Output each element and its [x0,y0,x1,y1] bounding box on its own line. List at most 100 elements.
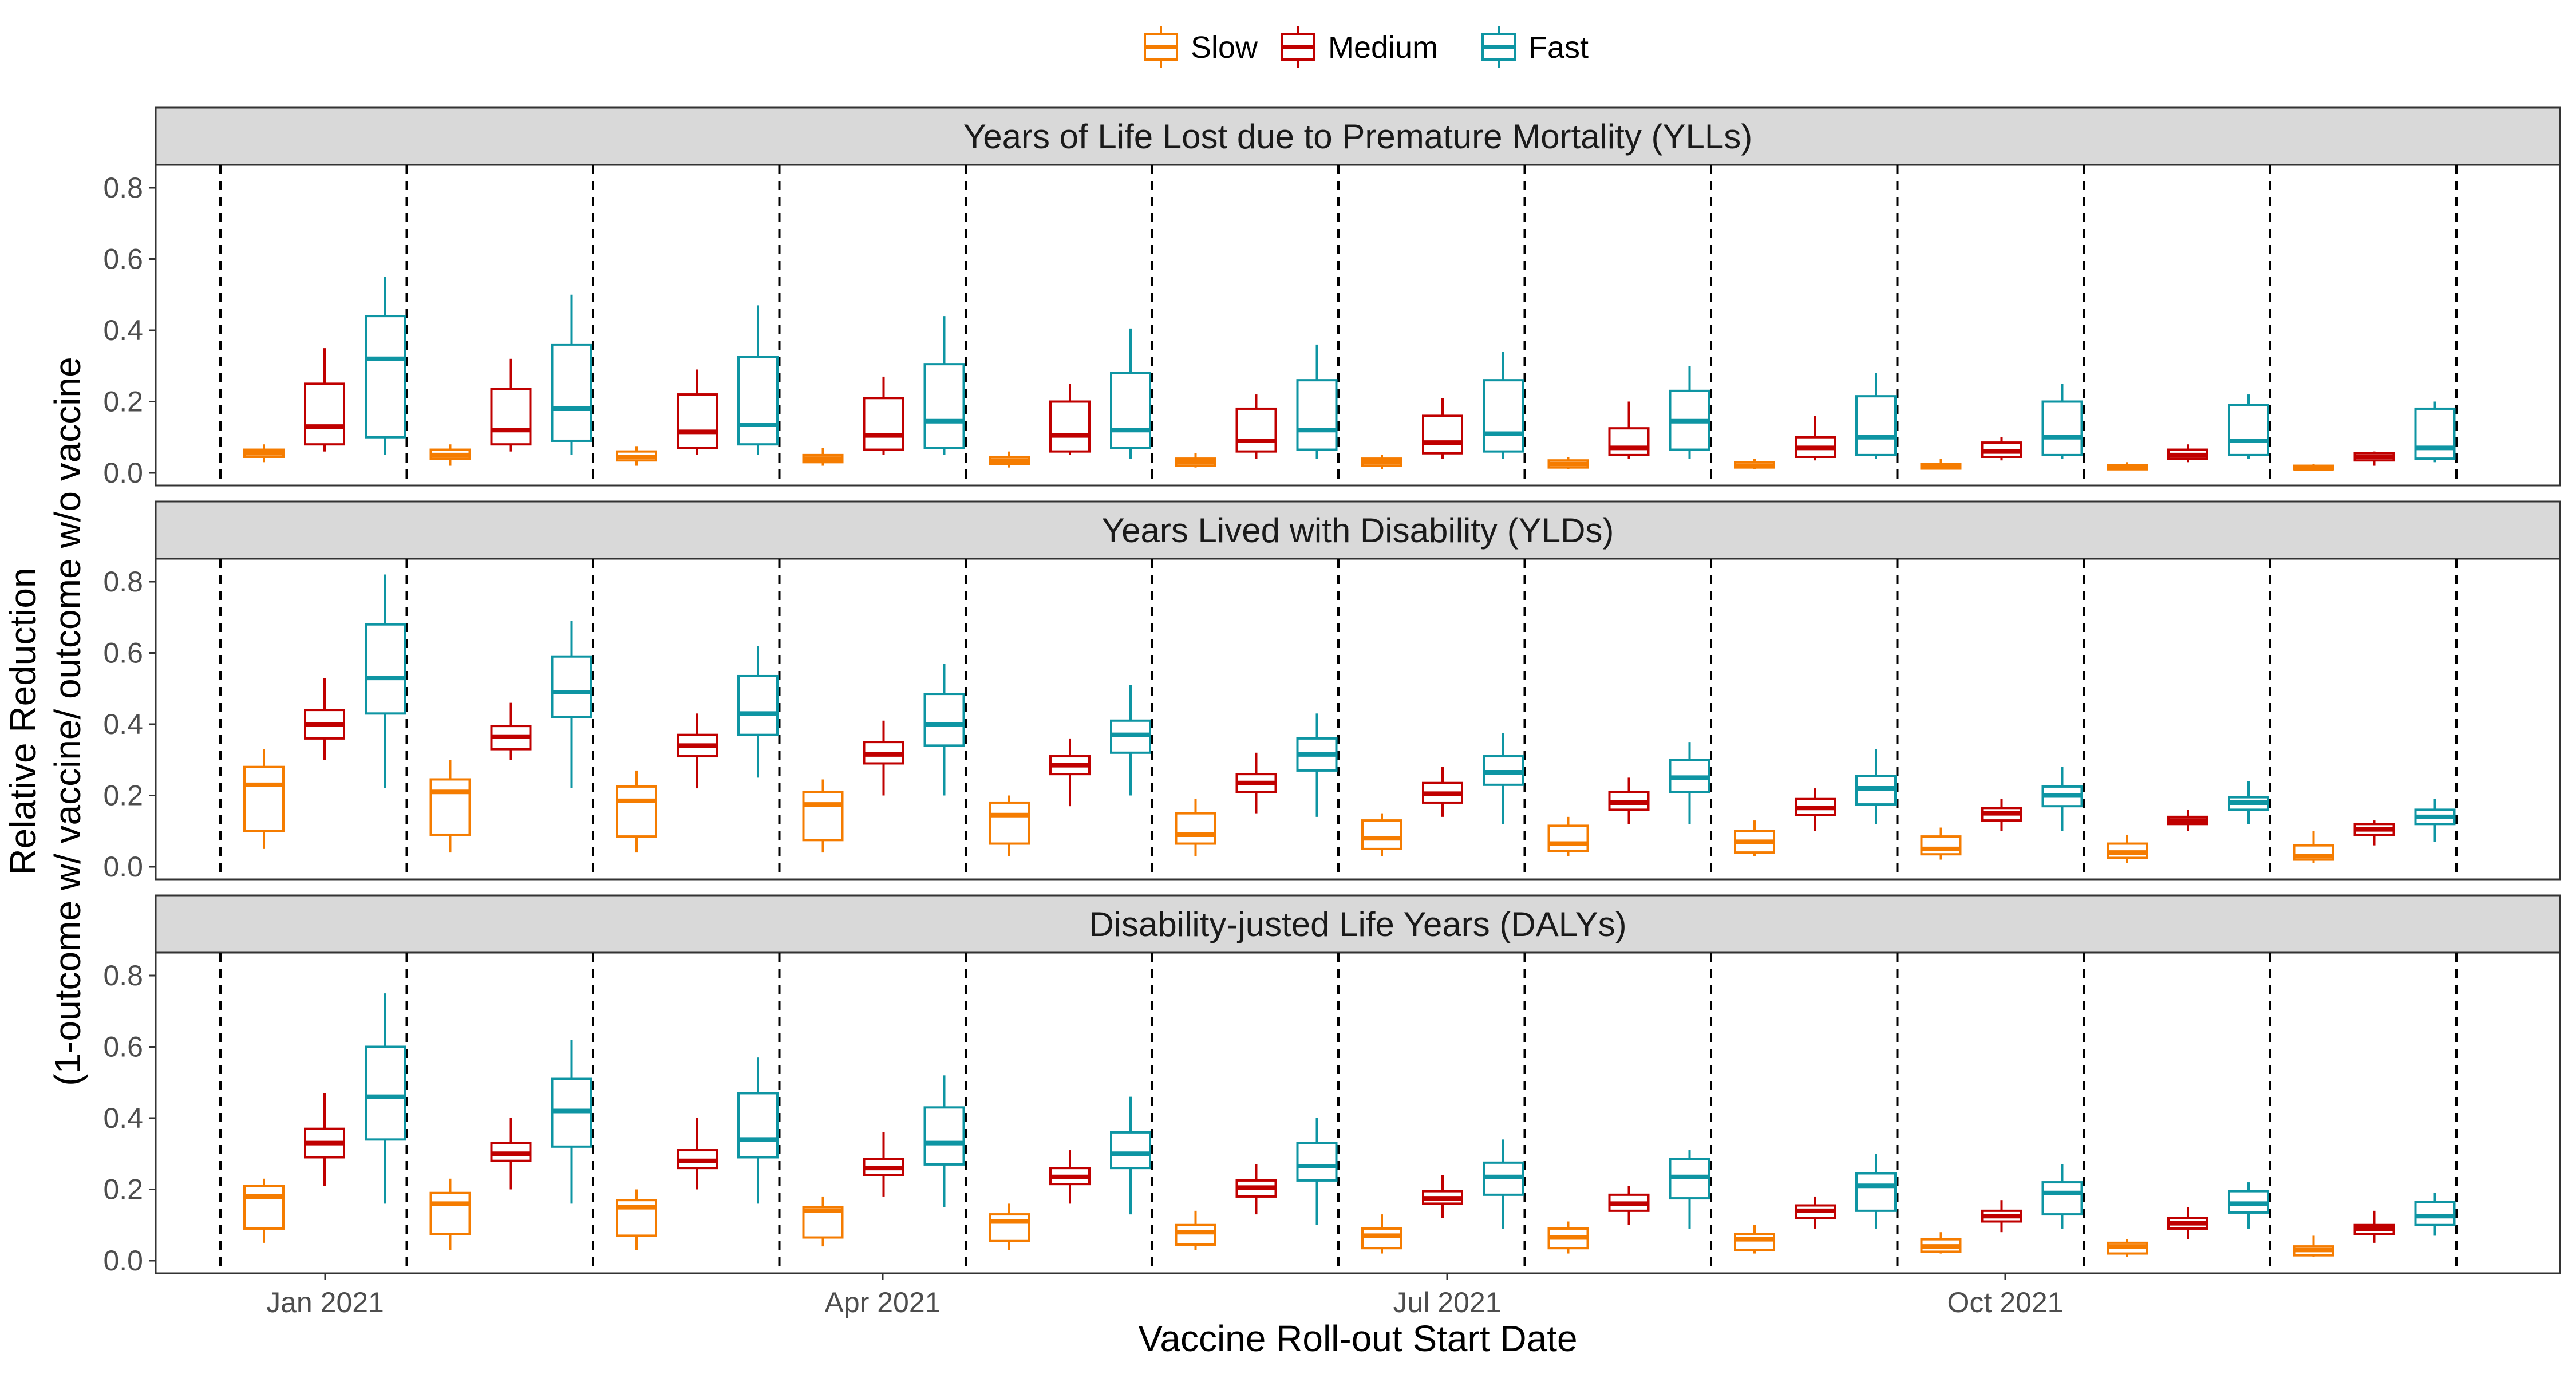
box-fast [737,305,779,455]
box-fast [365,574,406,789]
box-slow [1175,453,1216,468]
box-iqr [1855,395,1897,456]
box-iqr [802,791,844,842]
box-slow [1175,799,1216,856]
x-tick-label: Jul 2021 [1393,1286,1501,1318]
box-medium [490,358,532,452]
box-iqr [923,363,965,449]
box-fast [551,621,592,789]
y-tick-label: 0.8 [103,960,143,992]
box-slow [2293,1235,2334,1257]
legend: Slow Medium Fast [1144,26,1589,68]
box-medium [490,702,532,760]
box-fast [1669,366,1710,459]
y-tick-label: 0.2 [103,386,143,418]
box-iqr [1296,1142,1338,1182]
box-iqr [989,1213,1030,1242]
y-tick-label: 0.0 [103,1245,143,1277]
box-medium [1235,752,1277,814]
box-fast [923,316,965,455]
y-tick-label: 0.4 [103,1102,143,1134]
box-iqr [1734,1233,1775,1251]
box-iqr [1175,1223,1216,1246]
box-iqr [551,655,592,718]
box-fast [923,1075,965,1207]
legend-item-fast: Fast [1481,26,1589,68]
box-iqr [1175,812,1216,845]
box-medium [1422,398,1463,459]
box-iqr [2041,1181,2083,1216]
box-slow [1175,1210,1216,1250]
box-iqr [551,343,592,442]
box-fast [2414,799,2456,842]
box-slow [1734,1225,1775,1254]
box-iqr [243,765,285,832]
box-medium [1795,416,1836,461]
box-slow [2107,1239,2148,1257]
box-iqr [989,801,1030,845]
box-medium [1049,1150,1091,1204]
box-iqr [737,356,779,446]
box-iqr [923,1106,965,1166]
y-tick-label: 0.8 [103,172,143,204]
y-axis-title-line1: Relative Reduction [2,567,44,875]
box-slow [243,749,285,849]
box-iqr [737,674,779,736]
y-tick-label: 0.6 [103,1031,143,1063]
legend-item-medium: Medium [1281,26,1438,68]
box-fast [737,646,779,778]
facet-panel-1: Years of Life Lost due to Premature Mort… [103,106,2561,489]
box-slow [2293,831,2334,863]
box-slow [802,1196,844,1247]
box-slow [802,779,844,853]
box-iqr [1361,1227,1402,1250]
facet-panel-3: Disability-justed Life Years (DALYs) 0.0 0… [103,894,2561,1277]
box-slow [1920,1232,1962,1254]
y-tick-label: 0.6 [103,637,143,669]
box-fast [1110,328,1151,459]
box-fast [2228,1182,2269,1229]
box-iqr [429,1191,471,1235]
legend-label: Slow [1191,30,1258,65]
box-iqr [2414,407,2456,460]
box-medium [490,1118,532,1190]
box-iqr [1855,1172,1897,1212]
box-iqr [490,388,532,446]
y-tick-label: 0.4 [103,314,143,346]
box-iqr [677,393,718,449]
box-fast [1110,1096,1151,1215]
box-fast [1296,713,1338,817]
box-fast [1855,1154,1897,1229]
box-medium [2167,1207,2208,1239]
box-iqr [1608,427,1650,456]
box-medium [863,376,904,455]
box-iqr [2414,1201,2456,1226]
box-medium [1608,1186,1650,1225]
box-medium [2167,810,2208,831]
box-fast [365,277,406,455]
box-iqr [304,382,345,446]
y-tick-label: 0.6 [103,243,143,275]
box-medium [677,369,718,455]
box-slow [243,1178,285,1243]
box-slow [2107,462,2148,471]
box-medium [1049,384,1091,455]
box-slow [1734,459,1775,469]
box-fast [1296,1118,1338,1225]
x-axis-title: Vaccine Roll-out Start Date [1138,1318,1577,1359]
box-fast [2041,767,2083,831]
box-fast [2041,1164,2083,1229]
box-iqr [365,1045,406,1141]
box-medium [1981,799,2022,831]
box-medium [1422,1175,1463,1218]
box-slow [1920,827,1962,860]
box-slow [989,451,1030,468]
box-medium [2353,451,2395,466]
box-slow [616,770,657,853]
panel-title: Disability-justed Life Years (DALYs) [1089,905,1626,943]
panel-title: Years of Life Lost due to Premature Mort… [963,117,1752,156]
box-medium [1795,788,1836,831]
box-slow [1547,816,1589,856]
box-slow [1547,1221,1589,1254]
